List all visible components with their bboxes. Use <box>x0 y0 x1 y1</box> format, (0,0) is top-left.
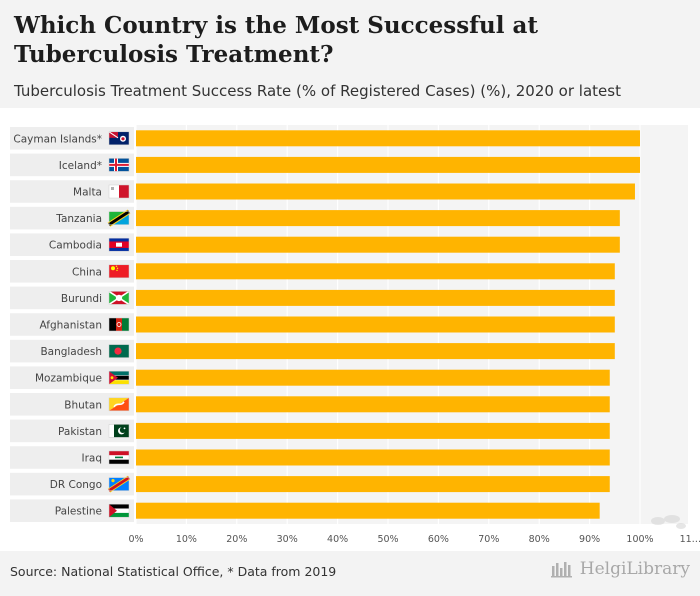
x-tick-label: 20% <box>226 534 247 545</box>
pakistan-flag <box>108 424 130 438</box>
x-tick-label: 0% <box>128 534 143 545</box>
brand-name: HelgiLibrary <box>579 559 690 579</box>
x-tick-label: 30% <box>277 534 298 545</box>
category-label: Bhutan <box>64 399 102 411</box>
source-note: Source: National Statistical Office, * D… <box>10 564 337 579</box>
bar <box>136 316 615 333</box>
row-band <box>10 446 134 469</box>
category-label: Malta <box>73 187 102 199</box>
bar-chart: Cayman Islands* Iceland* Malta Tanzania Camb… <box>10 125 700 545</box>
category-label: China <box>72 266 102 278</box>
category-label: Cayman Islands* <box>13 133 102 145</box>
brand-logo: HelgiLibrary <box>550 559 690 579</box>
bar <box>136 183 635 200</box>
bar <box>136 210 620 227</box>
bar <box>136 396 610 413</box>
footer: Source: National Statistical Office, * D… <box>0 551 700 596</box>
library-bars-icon <box>550 562 572 578</box>
row-band <box>10 233 134 256</box>
bar <box>136 422 610 439</box>
chart-subtitle: Tuberculosis Treatment Success Rate (% o… <box>14 82 621 100</box>
mozambique-flag <box>108 370 130 385</box>
x-tick-label: 10% <box>176 534 197 545</box>
malta-flag <box>108 184 130 199</box>
category-label: Iraq <box>81 453 102 465</box>
bar <box>136 289 615 306</box>
bar <box>136 130 640 147</box>
bar <box>136 449 610 466</box>
x-tick-label: 70% <box>478 534 499 545</box>
bar <box>136 263 615 280</box>
iraq-flag <box>108 450 130 465</box>
category-label: Tanzania <box>55 213 102 225</box>
bar <box>136 156 640 173</box>
row-band <box>10 393 134 416</box>
x-tick-label: 60% <box>428 534 449 545</box>
tanzania-flag <box>107 209 131 227</box>
x-tick-label: 11… <box>680 534 700 545</box>
burundi-flag <box>108 290 130 306</box>
afghanistan-flag <box>108 317 130 332</box>
x-tick-label: 50% <box>377 534 398 545</box>
row-band <box>10 339 134 363</box>
x-tick-label: 80% <box>529 534 550 545</box>
iceland-flag <box>108 158 130 172</box>
row-band <box>10 472 134 496</box>
row-band <box>10 153 134 177</box>
row-band <box>10 180 134 203</box>
category-label: Bangladesh <box>40 346 102 358</box>
bangladesh-flag <box>108 344 130 358</box>
bar <box>136 369 610 386</box>
row-band <box>10 206 134 230</box>
cayman-islands-flag <box>108 131 130 146</box>
china-flag <box>108 264 130 279</box>
category-label: Palestine <box>55 506 102 518</box>
row-band <box>10 313 134 336</box>
category-label: Pakistan <box>58 426 102 438</box>
category-label: Iceland* <box>59 160 102 172</box>
world-map-watermark-icon <box>651 515 686 529</box>
bar <box>136 343 615 360</box>
header: Which Country is the Most Successful at … <box>0 0 700 108</box>
row-band <box>10 127 134 150</box>
category-label: Cambodia <box>49 240 102 252</box>
x-tick-label: 40% <box>327 534 348 545</box>
x-tick-label: 100% <box>626 534 653 545</box>
category-label: Afghanistan <box>39 320 102 332</box>
row-band <box>10 419 134 443</box>
row-band <box>10 260 134 283</box>
row-band <box>10 366 134 389</box>
chart-title: Which Country is the Most Successful at … <box>14 12 539 68</box>
bar <box>136 236 620 253</box>
x-tick-label: 90% <box>579 534 600 545</box>
bar <box>136 476 610 493</box>
category-label: DR Congo <box>50 479 102 491</box>
bhutan-flag <box>108 397 130 412</box>
dr-congo-flag <box>107 475 131 493</box>
cambodia-flag <box>108 237 130 252</box>
row-band <box>10 286 134 310</box>
palestine-flag <box>108 503 130 518</box>
row-band <box>10 499 134 522</box>
category-label: Mozambique <box>35 373 102 385</box>
category-label: Burundi <box>61 293 102 305</box>
bar <box>136 502 600 519</box>
